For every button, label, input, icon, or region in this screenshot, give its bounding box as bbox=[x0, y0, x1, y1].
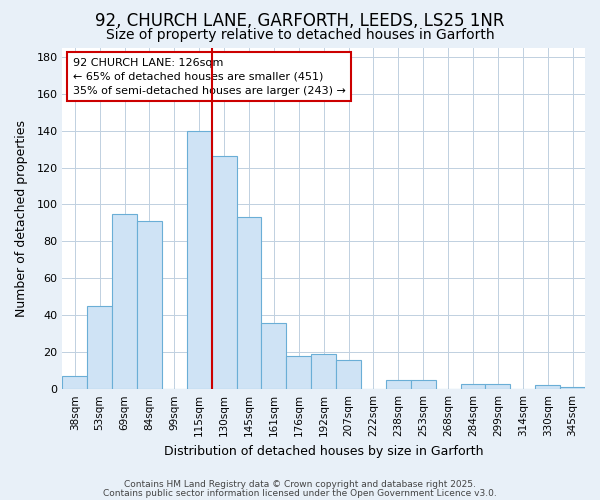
Bar bbox=[560, 388, 585, 389]
Bar bbox=[87, 306, 112, 389]
Bar bbox=[461, 384, 485, 389]
Bar bbox=[212, 156, 236, 389]
Bar bbox=[485, 384, 511, 389]
Bar bbox=[187, 130, 212, 389]
Text: Size of property relative to detached houses in Garforth: Size of property relative to detached ho… bbox=[106, 28, 494, 42]
Bar bbox=[311, 354, 336, 389]
Bar bbox=[62, 376, 87, 389]
Text: Contains HM Land Registry data © Crown copyright and database right 2025.: Contains HM Land Registry data © Crown c… bbox=[124, 480, 476, 489]
Y-axis label: Number of detached properties: Number of detached properties bbox=[15, 120, 28, 317]
X-axis label: Distribution of detached houses by size in Garforth: Distribution of detached houses by size … bbox=[164, 444, 484, 458]
Text: 92 CHURCH LANE: 126sqm
← 65% of detached houses are smaller (451)
35% of semi-de: 92 CHURCH LANE: 126sqm ← 65% of detached… bbox=[73, 58, 346, 96]
Bar bbox=[286, 356, 311, 389]
Bar bbox=[262, 322, 286, 389]
Bar bbox=[386, 380, 411, 389]
Bar bbox=[411, 380, 436, 389]
Text: Contains public sector information licensed under the Open Government Licence v3: Contains public sector information licen… bbox=[103, 488, 497, 498]
Bar bbox=[112, 214, 137, 389]
Bar bbox=[236, 218, 262, 389]
Bar bbox=[336, 360, 361, 389]
Bar bbox=[137, 221, 162, 389]
Bar bbox=[535, 386, 560, 389]
Text: 92, CHURCH LANE, GARFORTH, LEEDS, LS25 1NR: 92, CHURCH LANE, GARFORTH, LEEDS, LS25 1… bbox=[95, 12, 505, 30]
